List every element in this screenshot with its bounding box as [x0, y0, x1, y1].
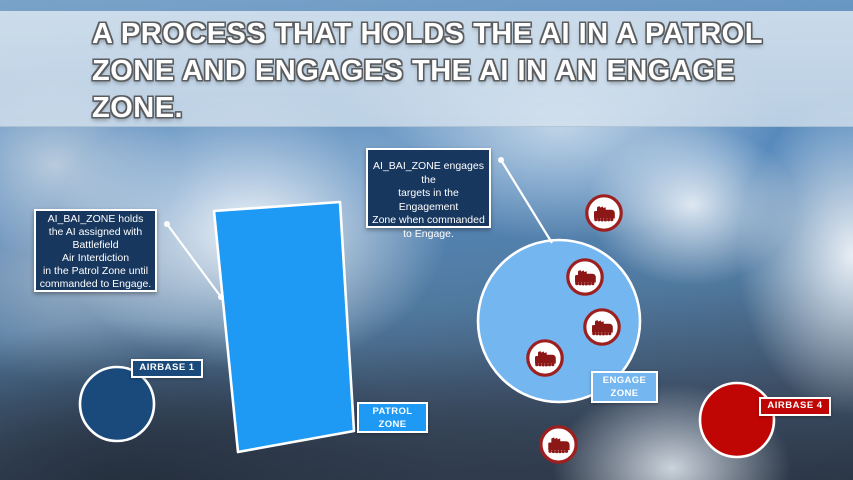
patrol-zone-label: PATROL ZONE — [357, 402, 428, 433]
callout-lines — [166, 159, 553, 298]
callout-patrol-hold: AI_BAI_ZONE holds the AI assigned with B… — [34, 209, 157, 292]
airbase-1-shape — [78, 365, 156, 443]
callout-line-patrol — [166, 223, 222, 298]
airbase-1-label: AIRBASE 1 — [131, 359, 203, 378]
callout-dot — [498, 157, 504, 163]
tank-icon — [526, 339, 564, 377]
airbase-4-shape — [698, 381, 776, 459]
tank-icon — [583, 308, 621, 346]
tank-icon — [566, 258, 604, 296]
callout-engage: AI_BAI_ZONE engages the targets in the E… — [366, 148, 491, 240]
engage-zone-label: ENGAGE ZONE — [591, 371, 658, 403]
callout-dot — [218, 294, 224, 300]
callout-dot — [164, 221, 170, 227]
callout-dots — [164, 157, 504, 300]
tank-icon — [539, 425, 578, 464]
title-band — [0, 11, 853, 127]
slide-title: A PROCESS THAT HOLDS THE AI IN A PATROL … — [92, 18, 763, 124]
callout-line-engage — [500, 159, 553, 244]
tank-icon — [585, 194, 623, 232]
patrol-zone-shape — [212, 200, 356, 454]
airbase-4-label: AIRBASE 4 — [759, 397, 831, 416]
